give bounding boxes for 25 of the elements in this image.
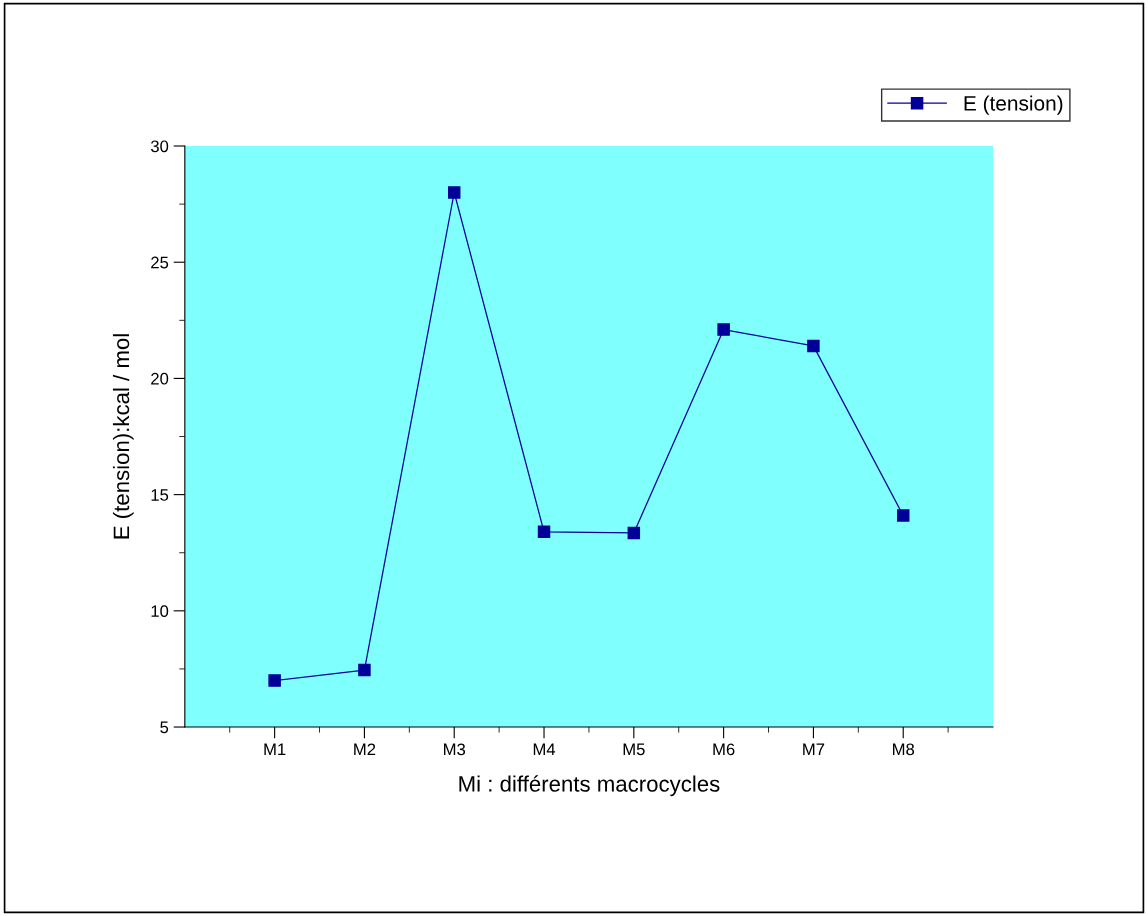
x-tick-label: M2 (354, 743, 376, 756)
point (537, 525, 551, 539)
y-tick-label: 15 (151, 489, 169, 501)
x-tick-label: M4 (533, 743, 556, 756)
point (896, 509, 910, 522)
point (358, 663, 371, 677)
point (268, 674, 281, 687)
legend-label: E (tension) (964, 95, 1063, 115)
point (807, 339, 820, 353)
x-tick-label: M5 (623, 743, 645, 756)
point (717, 323, 730, 336)
point (447, 186, 461, 199)
y-axis-title: E (tension):kcal / mol (112, 334, 134, 539)
x-axis-title: Mi : différents macrocycles (459, 775, 720, 797)
y-tick-label: 25 (151, 256, 169, 269)
x-tick-label: M7 (803, 743, 825, 756)
x-tick-label: M3 (444, 743, 466, 756)
x-tick-label: M1 (264, 743, 286, 756)
y-tick-label: 5 (160, 721, 169, 734)
y-tick-label: 20 (151, 372, 169, 385)
y-tick-label: 30 (150, 140, 169, 153)
x-tick-label: M6 (713, 743, 735, 756)
point (627, 526, 641, 540)
x-tick-label: M8 (893, 743, 915, 756)
y-tick-label: 10 (151, 605, 169, 618)
